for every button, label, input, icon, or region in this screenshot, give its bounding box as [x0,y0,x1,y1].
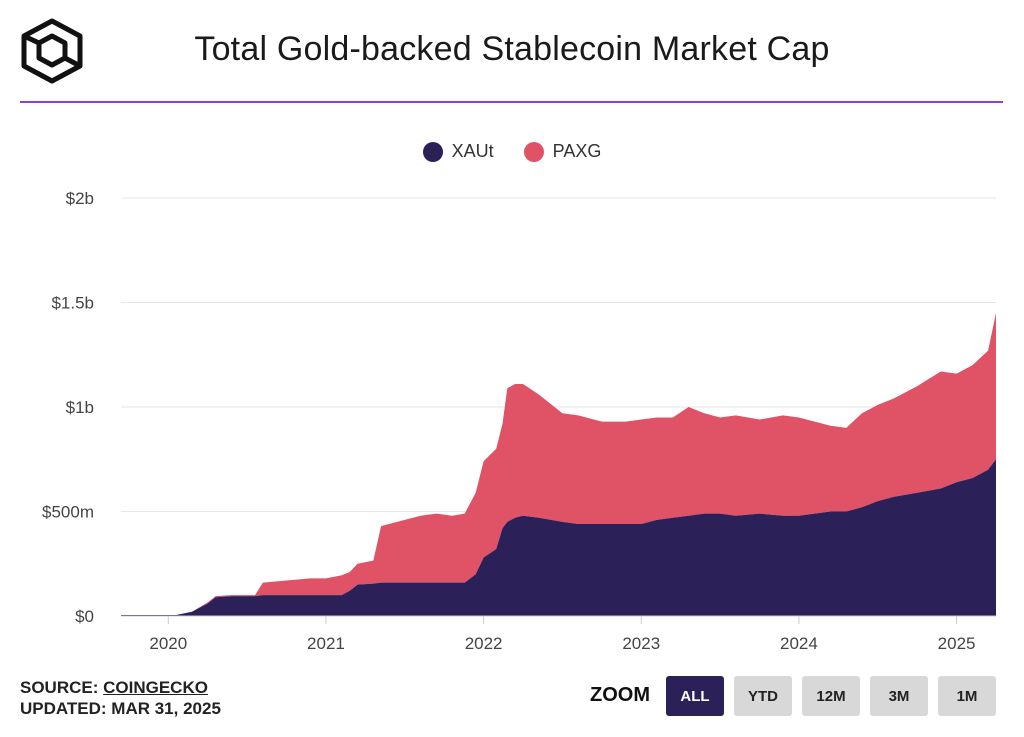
y-tick-label: $0 [75,607,94,626]
x-tick-label: 2025 [938,634,976,653]
y-tick-label: $1.5b [51,294,94,313]
source-line: SOURCE: COINGECKO [20,677,221,698]
source-prefix: SOURCE: [20,678,104,697]
zoom-label: ZOOM [590,684,650,706]
legend-swatch-xaut [422,141,443,162]
zoom-3m-button[interactable]: 3M [870,676,928,716]
x-tick-label: 2020 [149,634,187,653]
market-cap-area-chart: $0 $500m $1b $1.5b $2b 2020 2021 2022 2023 2024 20… [42,189,996,653]
chart-legend: XAUt PAXG [0,141,1024,162]
legend-label-xaut: XAUt [451,141,494,161]
paxg-series-area [121,312,996,615]
x-tick-label: 2021 [307,634,345,653]
title-divider [20,101,1003,103]
source-link[interactable]: COINGECKO [103,678,208,697]
legend-swatch-paxg [523,141,544,162]
zoom-1m-button[interactable]: 1M [938,676,996,716]
legend-item-xaut[interactable]: XAUt [422,141,494,162]
updated-line: UPDATED: MAR 31, 2025 [20,699,221,718]
x-tick-label: 2023 [622,634,660,653]
chart-title: Total Gold-backed Stablecoin Market Cap [194,30,830,68]
zoom-all-button[interactable]: ALL [666,676,724,716]
zoom-ytd-button[interactable]: YTD [734,676,792,716]
x-tick-label: 2022 [465,634,503,653]
source-note: SOURCE: COINGECKO UPDATED: MAR 31, 2025 [20,677,221,719]
y-tick-label: $500m [42,503,94,522]
y-tick-label: $1b [66,398,94,417]
xaut-series-area [121,459,996,616]
legend-item-paxg[interactable]: PAXG [523,141,602,162]
legend-label-paxg: PAXG [552,141,602,161]
coingecko-cube-logo-icon [21,18,83,84]
y-tick-label: $2b [66,189,94,208]
x-tick-label: 2024 [780,634,818,653]
zoom-12m-button[interactable]: 12M [802,676,860,716]
